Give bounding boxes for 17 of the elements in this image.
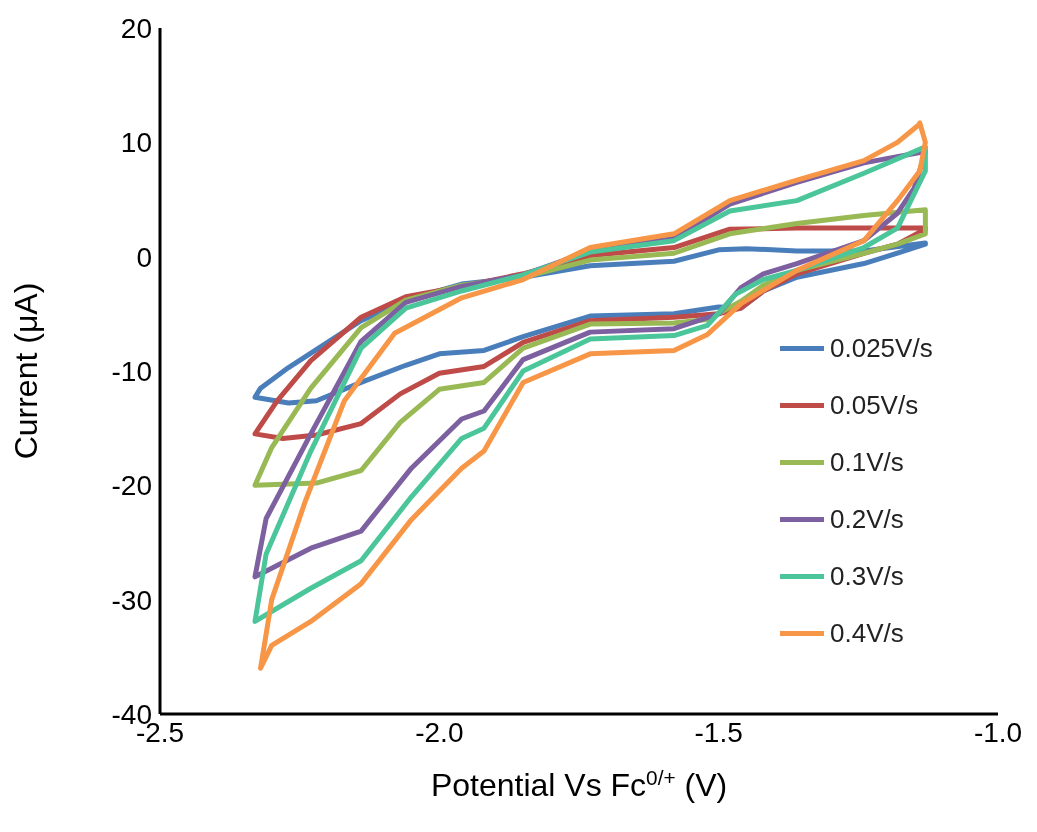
legend-label: 0.05V/s (830, 390, 919, 421)
legend-label: 0.4V/s (830, 618, 904, 649)
x-tick-label: -2.0 (415, 716, 464, 748)
legend-label: 0.1V/s (830, 447, 904, 478)
y-tick-label: 10 (120, 127, 152, 159)
y-axis-title: Current (μA) (8, 282, 44, 460)
y-tick-label: -10 (111, 355, 152, 387)
y-tick-label: 20 (120, 12, 152, 44)
legend-label: 0.2V/s (830, 504, 904, 535)
y-tick-label: -30 (111, 584, 152, 616)
x-tick-label: -1.0 (973, 716, 1023, 748)
y-tick-label: -20 (111, 470, 152, 502)
x-axis-title: Potential Vs Fc$^{0/+}$ (V) (430, 765, 728, 803)
legend-label: 0.025V/s (830, 333, 933, 364)
x-tick-label: -1.5 (694, 716, 743, 748)
legend-label: 0.3V/s (830, 561, 904, 592)
y-tick-label: 0 (136, 241, 152, 273)
